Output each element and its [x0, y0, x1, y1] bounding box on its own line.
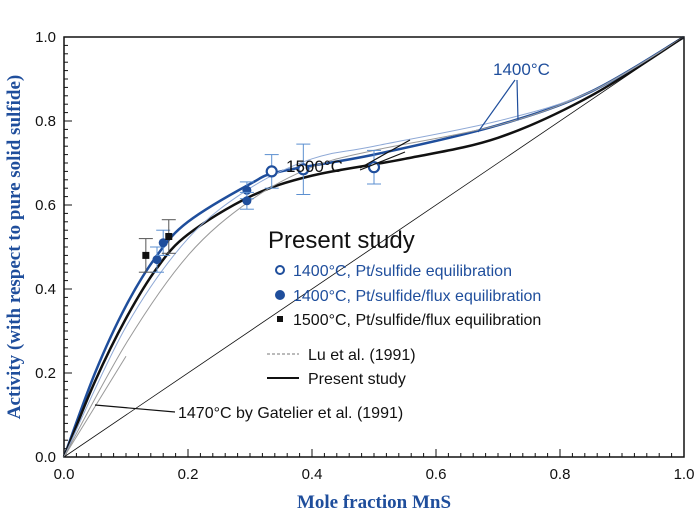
curve-lu-et-al-1400-c [63, 36, 685, 458]
data-point-filled-circle [242, 196, 252, 206]
x-tick-label: 0.0 [54, 466, 75, 483]
x-tick-label: 0.2 [178, 466, 199, 483]
arrow-1500-a [359, 139, 411, 169]
arrow-1400-a [477, 79, 516, 133]
legend-item-4: Lu et al. (1991) [308, 347, 416, 364]
data-point-filled-circle [152, 255, 162, 265]
data-point-filled-circle [158, 238, 168, 248]
arrow-1500-b [359, 151, 406, 171]
x-tick-label: 0.6 [426, 466, 447, 483]
arrow-1400-b [516, 79, 519, 121]
x-axis-label: Mole fraction MnS [297, 492, 451, 513]
legend-filled-circle-marker [275, 290, 285, 300]
legend-item-3: 1500°C, Pt/sulfide/flux equilibration [293, 312, 541, 329]
curve-raoult [63, 36, 685, 458]
annotation-gatelier: 1470°C by Gatelier et al. (1991) [178, 405, 403, 422]
legend-open-circle-marker [275, 265, 285, 275]
y-tick-label: 0.8 [35, 113, 56, 130]
legend-item-2: 1400°C, Pt/sulfide/flux equilibration [293, 288, 541, 305]
annotation-1500: 1500°C [286, 157, 343, 176]
y-tick-label: 0.2 [35, 365, 56, 382]
legend-square-marker [277, 316, 283, 322]
legend-title: Present study [268, 227, 415, 254]
x-tick-label: 0.4 [302, 466, 323, 483]
data-point-square [142, 251, 150, 259]
y-tick-label: 0.4 [35, 281, 56, 298]
legend: Present study 1400°C, Pt/sulfide equilib… [267, 227, 541, 388]
y-tick-label: 1.0 [35, 29, 56, 46]
data-point-open-circle [297, 163, 310, 176]
data-point-square [165, 233, 173, 240]
y-tick-label: 0.6 [35, 197, 56, 214]
curve-lu-et-al-1500-c [63, 36, 685, 458]
data-point-open-circle [367, 161, 381, 174]
data-point-open-circle [265, 165, 278, 178]
curve-gatelier-et-al- [63, 355, 127, 458]
x-tick-label: 0.8 [550, 466, 571, 483]
x-tick-label: 1.0 [674, 466, 695, 483]
arrow-gatelier [94, 404, 176, 413]
y-axis-label: Activity (with respect to pure solid sul… [4, 75, 25, 419]
legend-item-5: Present study [308, 371, 406, 388]
legend-item-1: 1400°C, Pt/sulfide equilibration [293, 263, 512, 280]
y-tick-label: 0.0 [35, 449, 56, 466]
annotation-1400: 1400°C [493, 60, 550, 79]
